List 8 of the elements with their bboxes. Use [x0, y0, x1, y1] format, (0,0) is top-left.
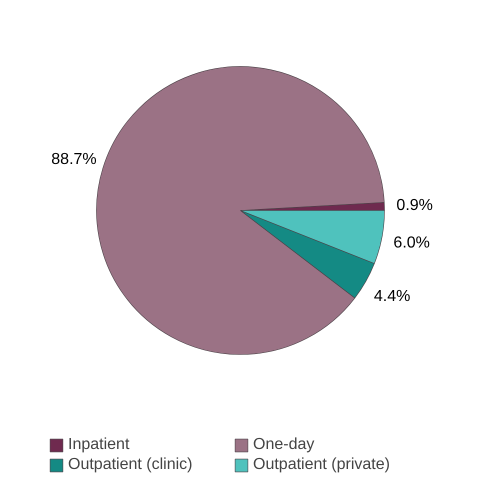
legend-label: Outpatient (clinic): [68, 456, 194, 474]
data-label: 4.4%: [374, 288, 410, 305]
legend-label: One-day: [253, 436, 316, 454]
legend-label: Inpatient: [68, 436, 130, 454]
data-label: 6.0%: [393, 234, 430, 252]
data-label: 0.9%: [396, 197, 433, 214]
legend-label: Outpatient (private): [253, 456, 391, 474]
data-label: 88.7%: [51, 150, 97, 168]
